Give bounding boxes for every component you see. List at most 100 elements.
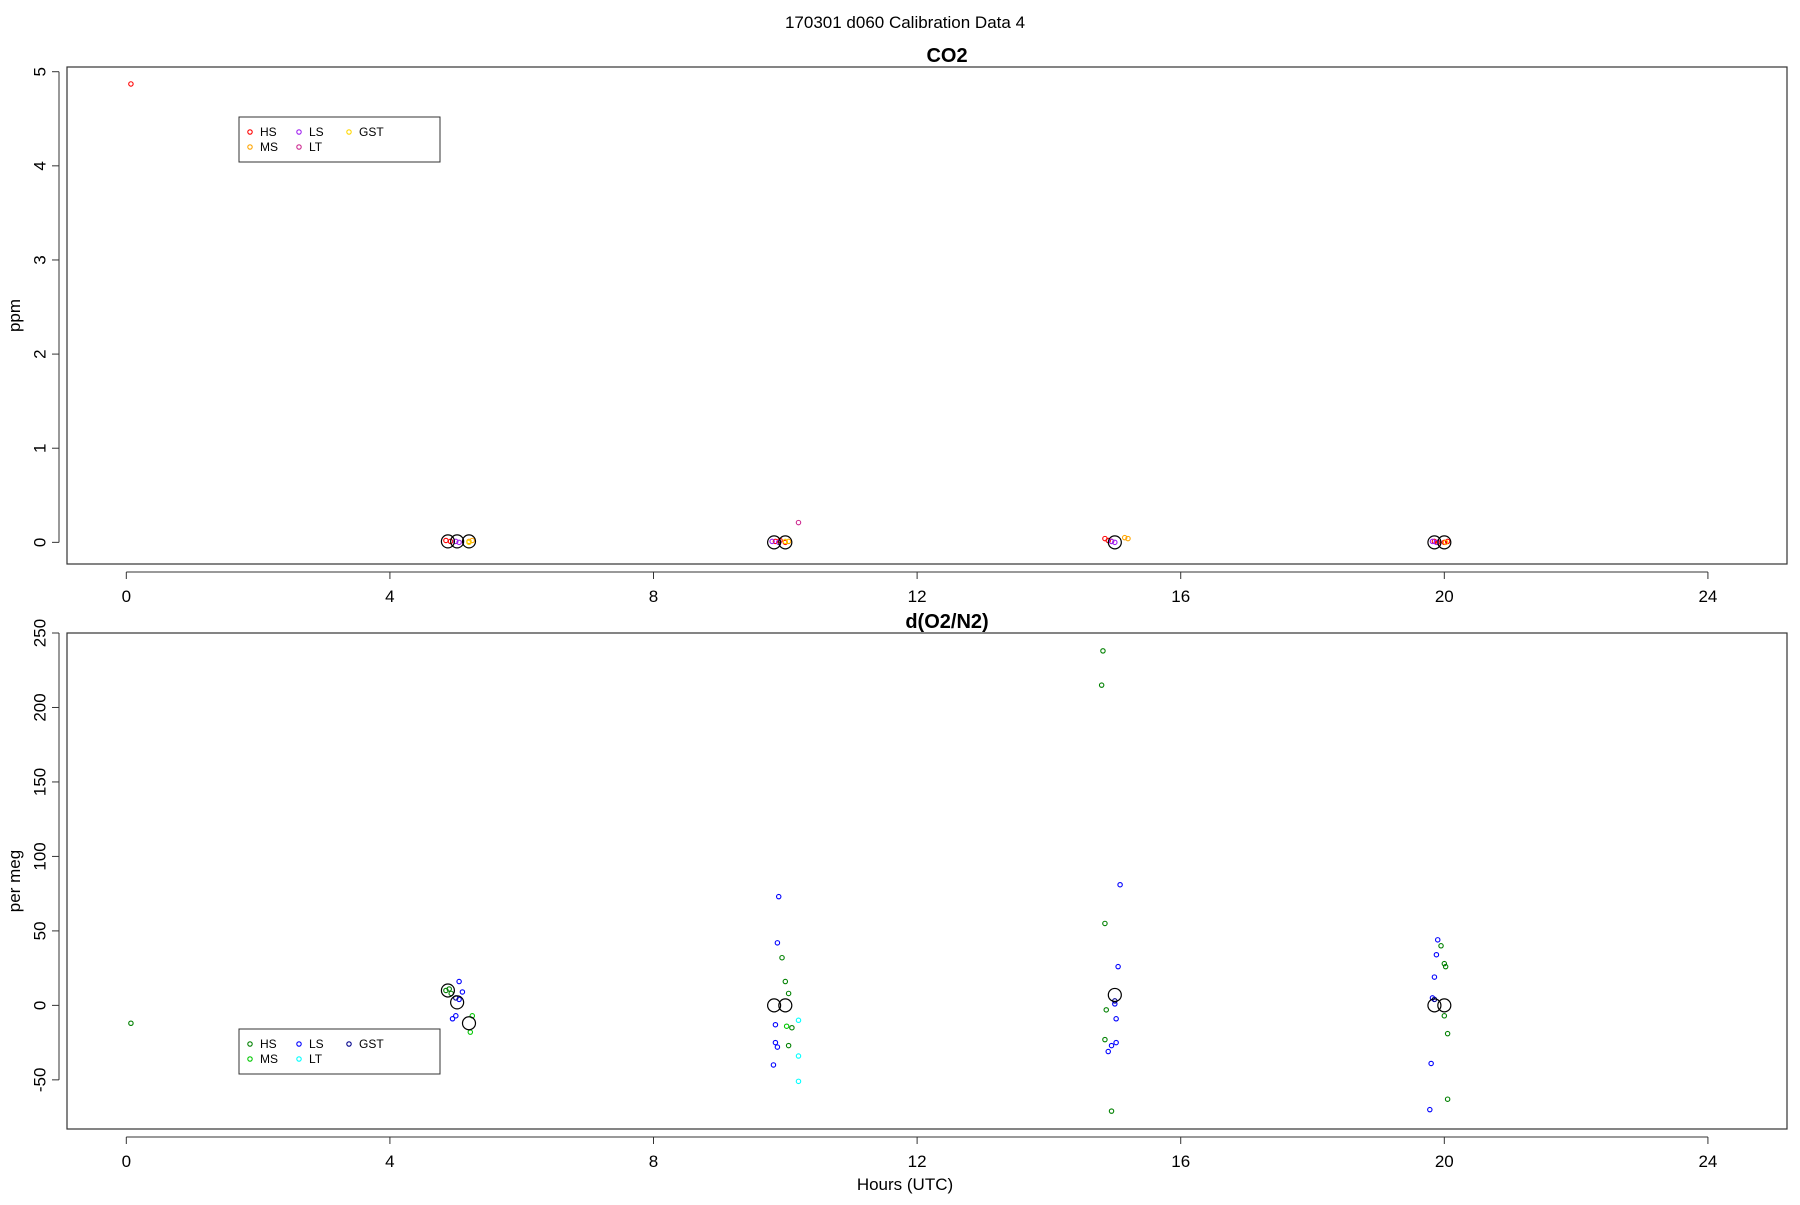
chart1-x-tick-label: 24 — [1698, 587, 1717, 606]
chart2-legend-marker — [247, 1056, 253, 1062]
chart1-x-tick-label: 0 — [122, 587, 131, 606]
chart2-point-hs — [785, 990, 792, 997]
chart2-title: d(O2/N2) — [905, 611, 988, 633]
chart2-x-tick-label: 4 — [385, 1152, 394, 1171]
chart1-point-hs — [443, 537, 449, 544]
chart2-x-tick-label: 24 — [1698, 1152, 1717, 1171]
chart2-mean-point — [778, 998, 793, 1013]
chart1-x-tick-label: 12 — [908, 587, 927, 606]
chart1-point-hs — [128, 81, 134, 87]
chart2-point-hs — [785, 1042, 792, 1049]
chart2-point-lt — [795, 1017, 802, 1024]
chart2-x-tick-label: 12 — [908, 1152, 927, 1171]
chart2-point-hs — [1444, 1096, 1451, 1102]
chart2-mean-point — [1427, 998, 1442, 1013]
chart1-y-tick-label: 0 — [30, 538, 49, 547]
chart1-legend-label: LT — [309, 140, 323, 154]
chart2-point-lt — [795, 1078, 802, 1085]
chart2-point-hs — [1444, 1030, 1451, 1037]
chart2-point-hs — [779, 954, 785, 961]
chart2-point-hs — [1100, 648, 1106, 654]
chart2-legend-marker — [346, 1041, 352, 1047]
chart1-legend-marker — [296, 129, 302, 135]
chart2-y-tick-label: 200 — [30, 693, 49, 721]
page-title: 170301 d060 Calibration Data 4 — [785, 13, 1025, 32]
chart1-legend-marker — [247, 129, 253, 135]
chart2-point-hs — [1438, 943, 1444, 949]
chart2-point-ls — [1108, 1042, 1115, 1049]
chart1-point-ms — [1125, 535, 1131, 542]
chart1-y-tick-label: 3 — [30, 255, 49, 264]
chart1-legend-marker — [346, 129, 352, 135]
chart1-mean-point — [450, 534, 465, 549]
chart2-point-ms — [783, 1023, 790, 1029]
chart1-legend-marker — [296, 144, 302, 150]
chart1-y-tick-label: 5 — [30, 67, 49, 76]
chart2-mean-point — [450, 995, 465, 1010]
chart2-point-ls — [775, 893, 782, 900]
chart2-y-tick-label: 0 — [30, 1001, 49, 1010]
chart2-point-ls — [1428, 1060, 1434, 1067]
chart2-legend-marker — [247, 1041, 253, 1047]
chart2-point-ls — [1115, 963, 1121, 970]
chart2-point-hs — [1442, 963, 1449, 970]
chart1-title: CO2 — [926, 45, 967, 67]
chart1-x-tick-label: 16 — [1171, 587, 1190, 606]
chart2-point-ls — [774, 1044, 781, 1050]
chart2-point-ls — [1105, 1048, 1111, 1055]
chart1-legend-box — [238, 116, 441, 163]
chart1-mean-point — [1437, 535, 1452, 550]
chart2-legend-label: HS — [260, 1037, 277, 1051]
chart1-mean-point — [767, 535, 782, 550]
chart2-point-ls — [772, 1021, 779, 1028]
chart1-mean-point — [440, 534, 456, 549]
chart1-point-ls — [769, 538, 775, 545]
chart1-y-tick-label: 4 — [30, 161, 49, 170]
chart2-point-ls — [459, 989, 466, 995]
chart2-point-hs — [1102, 920, 1108, 927]
chart2-mean-point — [440, 983, 456, 998]
chart2-point-ls — [456, 978, 462, 985]
chart2-point-hs — [1441, 960, 1448, 967]
chart2-y-axis-label: per meg — [5, 850, 24, 912]
chart2-point-ls — [1113, 1039, 1119, 1046]
chart2-x-axis-label: Hours (UTC) — [857, 1175, 953, 1194]
chart2-x-tick-label: 0 — [122, 1152, 131, 1171]
chart2-point-ls — [770, 1062, 777, 1068]
chart2-point-ls — [1113, 1016, 1119, 1022]
chart2-point-lt — [795, 1053, 802, 1059]
chart1-point-ls — [1108, 538, 1115, 545]
chart2-y-tick-label: 150 — [30, 768, 49, 796]
chart2-point-hs — [1108, 1108, 1115, 1114]
chart2-point-ls — [449, 1016, 456, 1022]
chart1-point-ls — [1112, 539, 1118, 546]
chart1-legend-marker — [247, 144, 253, 150]
chart2-legend-label: GST — [359, 1037, 384, 1051]
chart1-y-tick-label: 1 — [30, 443, 49, 452]
chart2-mean-point — [1437, 998, 1452, 1013]
chart2-point-hs — [1102, 1036, 1108, 1043]
chart1-x-tick-label: 20 — [1435, 587, 1454, 606]
chart2-legend-label: LT — [309, 1052, 323, 1066]
chart2-legend-marker — [296, 1056, 302, 1062]
chart2-point-hs — [1103, 1007, 1109, 1013]
chart2-point-ls — [453, 1013, 459, 1019]
chart2-legend-label: LS — [309, 1037, 324, 1051]
chart2-y-tick-label: -50 — [30, 1068, 49, 1093]
chart1-y-tick-label: 2 — [30, 349, 49, 358]
chart2-y-tick-label: 50 — [30, 921, 49, 940]
chart2-point-hs — [446, 986, 452, 992]
chart2-point-hs — [1441, 1013, 1448, 1019]
chart1-legend-label: LS — [309, 125, 324, 139]
chart2-point-ls — [1427, 1106, 1433, 1113]
chart2-y-tick-label: 100 — [30, 842, 49, 870]
chart1-point-ls — [456, 539, 462, 546]
chart1-point-gst — [466, 539, 472, 546]
chart1-point-ms — [785, 538, 792, 545]
chart1-mean-point — [1107, 535, 1122, 550]
chart2-point-hs — [1098, 682, 1105, 688]
chart2-point-hs — [128, 1020, 134, 1026]
chart1-point-ls — [1433, 539, 1440, 546]
chart2-legend-marker — [296, 1041, 302, 1047]
